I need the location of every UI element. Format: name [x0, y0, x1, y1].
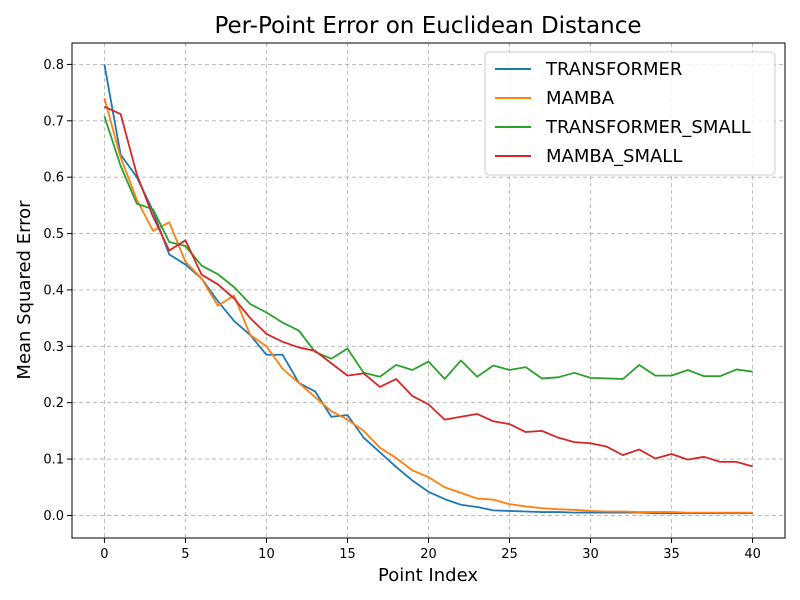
y-tick-label: 0.4	[43, 283, 64, 298]
legend-label: TRANSFORMER	[545, 59, 682, 80]
y-axis-ticks: 0.0 0.1 0.2 0.3 0.4 0.5 0.6 0.7 0.8	[43, 58, 72, 524]
series-line-transformer-small	[103, 116, 753, 380]
y-tick-label: 0.1	[43, 453, 64, 468]
series-line-mamba	[103, 98, 753, 514]
x-axis-label: Point Index	[378, 565, 478, 586]
legend-label: MAMBA_SMALL	[546, 146, 682, 167]
series-lines	[103, 64, 753, 515]
y-tick-label: 0.3	[43, 340, 64, 355]
legend-label: TRANSFORMER_SMALL	[545, 117, 751, 138]
grid-lines	[72, 43, 785, 538]
x-tick-label: 5	[181, 547, 189, 562]
x-tick-label: 25	[501, 547, 518, 562]
y-tick-label: 0.6	[43, 171, 64, 186]
y-tick-label: 0.8	[43, 58, 64, 73]
chart-title: Per-Point Error on Euclidean Distance	[214, 13, 641, 39]
legend-label: MAMBA	[546, 88, 615, 109]
x-tick-label: 20	[420, 547, 437, 562]
y-tick-label: 0.5	[43, 227, 64, 242]
x-tick-label: 10	[258, 547, 275, 562]
legend-box	[484, 51, 776, 176]
y-tick-label: 0.0	[43, 509, 64, 524]
series-line-mamba-small	[104, 105, 753, 468]
y-tick-label: 0.7	[43, 114, 64, 129]
y-tick-label: 0.2	[43, 396, 64, 411]
legend: TRANSFORMER MAMBA TRANSFORMER_SMALL MAMBA_S…	[484, 51, 776, 176]
x-tick-label: 15	[339, 547, 356, 562]
x-tick-label: 40	[744, 547, 761, 562]
x-tick-label: 35	[663, 547, 680, 562]
x-axis-ticks: 0 5 10 15 20 25 30 35 40	[100, 538, 761, 562]
x-tick-label: 0	[100, 547, 108, 562]
x-tick-label: 30	[582, 547, 599, 562]
y-axis-label: Mean Squared Error	[14, 200, 35, 380]
